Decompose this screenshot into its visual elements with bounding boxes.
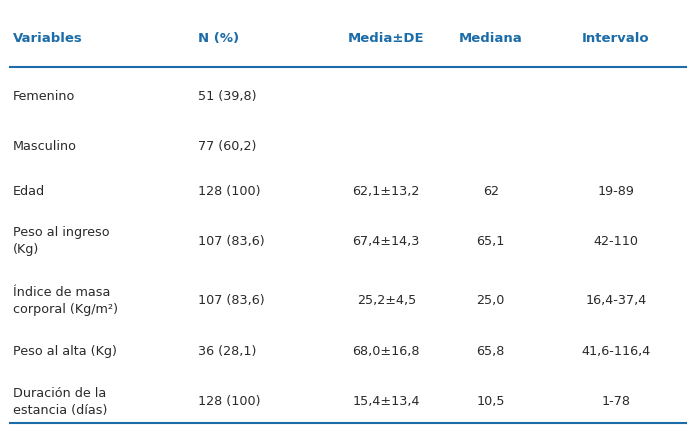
Text: 62: 62 (483, 185, 498, 198)
Text: 25,2±4,5: 25,2±4,5 (356, 294, 416, 307)
Text: Mediana: Mediana (459, 32, 523, 45)
Text: 10,5: 10,5 (477, 395, 505, 408)
Text: Femenino: Femenino (13, 90, 75, 103)
Text: N (%): N (%) (198, 32, 239, 45)
Text: 107 (83,6): 107 (83,6) (198, 235, 265, 248)
Text: Peso al alta (Kg): Peso al alta (Kg) (13, 345, 116, 359)
Text: Duración de la
estancia (días): Duración de la estancia (días) (13, 387, 107, 417)
Text: 1-78: 1-78 (601, 395, 631, 408)
Text: 107 (83,6): 107 (83,6) (198, 294, 265, 307)
Text: Edad: Edad (13, 185, 45, 198)
Text: 128 (100): 128 (100) (198, 185, 261, 198)
Text: 67,4±14,3: 67,4±14,3 (353, 235, 420, 248)
Text: 42-110: 42-110 (594, 235, 638, 248)
Text: 16,4-37,4: 16,4-37,4 (585, 294, 647, 307)
Text: Peso al ingreso
(Kg): Peso al ingreso (Kg) (13, 226, 109, 256)
Text: 65,1: 65,1 (477, 235, 505, 248)
Text: 68,0±16,8: 68,0±16,8 (353, 345, 420, 359)
Text: 51 (39,8): 51 (39,8) (198, 90, 257, 103)
Text: 19-89: 19-89 (598, 185, 634, 198)
Text: 128 (100): 128 (100) (198, 395, 261, 408)
Text: Variables: Variables (13, 32, 82, 45)
Text: 65,8: 65,8 (477, 345, 505, 359)
Text: Intervalo: Intervalo (582, 32, 650, 45)
Text: 36 (28,1): 36 (28,1) (198, 345, 257, 359)
Text: Media±DE: Media±DE (348, 32, 425, 45)
Text: 41,6-116,4: 41,6-116,4 (581, 345, 651, 359)
Text: Masculino: Masculino (13, 139, 77, 153)
Text: 25,0: 25,0 (477, 294, 505, 307)
Text: 77 (60,2): 77 (60,2) (198, 139, 257, 153)
Text: 62,1±13,2: 62,1±13,2 (353, 185, 420, 198)
Text: Índice de masa
corporal (Kg/m²): Índice de masa corporal (Kg/m²) (13, 286, 118, 316)
Text: 15,4±13,4: 15,4±13,4 (353, 395, 420, 408)
